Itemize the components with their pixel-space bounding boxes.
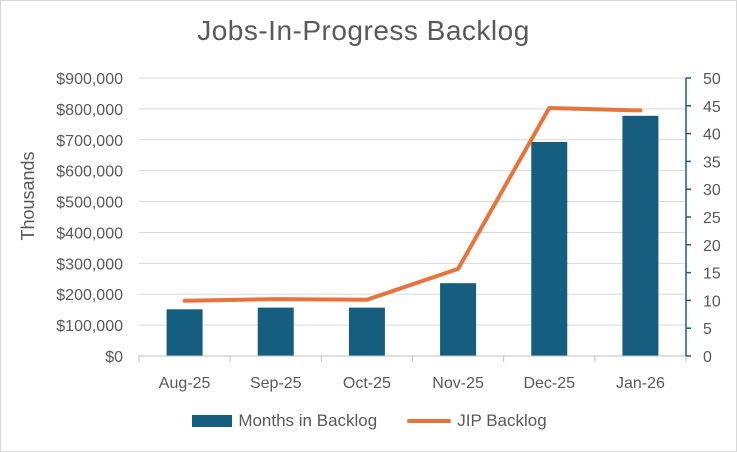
y-tick-label: $700,000 — [56, 133, 123, 150]
y-tick-label: $100,000 — [56, 318, 123, 335]
y2-tick-label: 35 — [703, 154, 721, 171]
line-series — [182, 105, 643, 303]
y-tick-label: $200,000 — [56, 287, 123, 304]
legend-bar-swatch — [192, 415, 233, 427]
x-tick-label: Sep-25 — [250, 375, 302, 392]
bar — [166, 309, 203, 356]
x-tick-label: Aug-25 — [159, 375, 211, 392]
y-tick-label: $0 — [105, 349, 123, 366]
y2-tick-label: 40 — [703, 127, 721, 144]
tick-labels: $900,000 $800,000 $700,000 $600,000 $500,000… — [56, 71, 721, 392]
x-tick-label: Jan-26 — [616, 375, 665, 392]
legend-item-bar: Months in Backlog — [192, 411, 377, 431]
x-tick-label: Oct-25 — [343, 375, 391, 392]
gridlines — [139, 77, 686, 326]
legend-line-swatch — [407, 419, 452, 423]
legend-bar-label: Months in Backlog — [238, 411, 378, 430]
y2-tick-label: 50 — [703, 71, 721, 88]
bar-series — [166, 115, 659, 356]
y2-tick-label: 15 — [703, 266, 721, 283]
bar — [440, 283, 477, 356]
chart-title: Jobs-In-Progress Backlog — [197, 15, 530, 46]
chart-svg: $900,000 $800,000 $700,000 $600,000 $500,000… — [18, 71, 721, 392]
y2-tick-label: 30 — [703, 182, 721, 199]
y2-tick-label: 25 — [703, 210, 721, 227]
y-tick-label: $900,000 — [56, 71, 123, 88]
bar — [622, 115, 659, 356]
y2-tick-label: 10 — [703, 293, 721, 310]
y-axis-label: Thousands — [18, 151, 38, 240]
y2-tick-label: 5 — [703, 321, 712, 338]
y2-tick-label: 45 — [703, 99, 721, 116]
bar — [531, 141, 568, 356]
y-tick-label: $500,000 — [56, 195, 123, 212]
legend-line-label: JIP Backlog — [457, 411, 547, 430]
y2-tick-label: 20 — [703, 238, 721, 255]
y-tick-label: $400,000 — [56, 225, 123, 242]
legend: Months in Backlog JIP Backlog — [1, 411, 737, 431]
axes — [138, 77, 691, 362]
x-tick-label: Nov-25 — [432, 375, 484, 392]
bar — [257, 307, 294, 356]
y-tick-label: $600,000 — [56, 164, 123, 181]
legend-item-line: JIP Backlog — [407, 411, 547, 431]
bar — [348, 307, 385, 356]
y-tick-label: $300,000 — [56, 256, 123, 273]
y2-tick-label: 0 — [703, 349, 712, 366]
x-tick-label: Dec-25 — [523, 375, 575, 392]
line-path — [182, 105, 643, 303]
y-tick-label: $800,000 — [56, 102, 123, 119]
